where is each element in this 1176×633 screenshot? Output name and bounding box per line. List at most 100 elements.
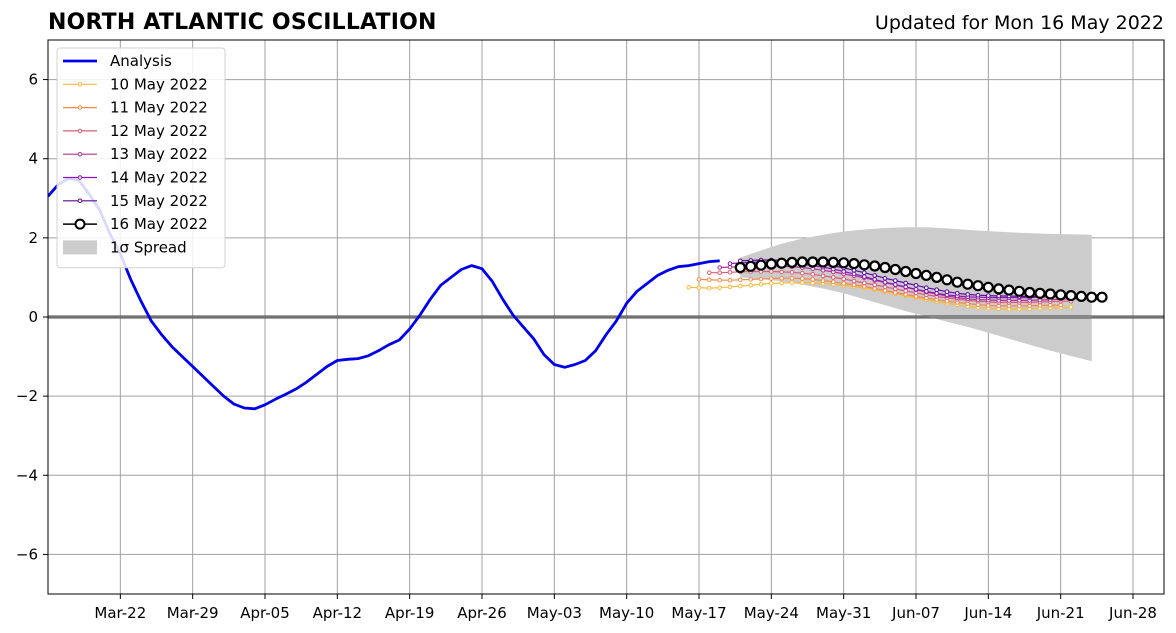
latest-forecast-point — [734, 261, 746, 274]
grid — [48, 40, 1164, 594]
y-tick-label: −6 — [16, 545, 38, 563]
latest-forecast-point — [920, 269, 932, 281]
forecast-point — [820, 273, 826, 279]
forecast-point — [851, 271, 857, 277]
latest-forecast-series — [734, 256, 1108, 303]
x-tick-label: May-24 — [744, 604, 799, 622]
x-tick-label: Jun-07 — [891, 604, 940, 622]
x-tick-label: May-10 — [599, 604, 654, 622]
forecast-point — [800, 276, 805, 281]
legend: Analysis 10 May 2022 11 May 2022 12 May 202… — [56, 47, 226, 269]
forecast-point — [727, 261, 733, 266]
forecast-point — [955, 291, 960, 296]
legend-item: 14 May 2022 — [63, 169, 208, 187]
forecast-point — [872, 273, 878, 278]
latest-forecast-point — [765, 258, 777, 270]
forecast-point — [758, 281, 764, 287]
forecast-point — [975, 292, 981, 298]
latest-forecast-point — [931, 271, 943, 283]
latest-forecast-point — [889, 263, 901, 276]
forecast-point — [882, 288, 888, 293]
y-tick-label: 2 — [28, 229, 38, 247]
latest-forecast-point — [1086, 291, 1098, 303]
legend-label: 14 May 2022 — [110, 169, 208, 187]
legend-marker — [77, 198, 83, 204]
latest-forecast-point — [972, 280, 984, 292]
y-tick-label: 6 — [28, 71, 38, 89]
latest-forecast-point — [796, 256, 808, 268]
forecast-point — [872, 286, 878, 291]
forecast-point — [810, 272, 816, 277]
forecast-point — [862, 274, 867, 279]
forecast-point — [872, 277, 878, 282]
legend-marker — [74, 218, 86, 230]
forecast-point — [841, 276, 847, 282]
legend-label: 10 May 2022 — [110, 75, 208, 93]
x-tick-label: Jun-21 — [1036, 604, 1085, 622]
latest-forecast-point — [910, 267, 922, 280]
latest-forecast-point — [982, 281, 994, 293]
forecast-point — [810, 277, 816, 282]
forecast-point — [913, 283, 919, 288]
legend-item: 13 May 2022 — [63, 145, 208, 163]
latest-forecast-point — [941, 274, 953, 286]
forecast-point — [707, 277, 712, 283]
forecast-point — [903, 288, 909, 294]
latest-forecast-point — [879, 261, 891, 274]
forecast-point — [1058, 302, 1063, 308]
forecast-point — [862, 270, 867, 276]
forecast-point — [882, 284, 888, 290]
x-tick-label: Jun-28 — [1108, 604, 1157, 622]
forecast-point — [851, 278, 857, 284]
legend-marker — [77, 105, 83, 110]
legend-item: Analysis — [63, 52, 172, 70]
forecast-point — [862, 280, 867, 286]
forecast-point — [820, 278, 826, 283]
latest-forecast-point — [993, 283, 1005, 295]
legend-label: Analysis — [110, 52, 172, 70]
latest-forecast-point — [776, 257, 788, 269]
forecast-point — [913, 287, 919, 292]
latest-forecast-point — [1034, 287, 1046, 299]
x-tick-label: Jun-14 — [963, 604, 1012, 622]
forecast-point — [769, 276, 774, 281]
forecast-point — [779, 269, 785, 275]
forecast-point — [717, 285, 723, 291]
forecast-point — [717, 277, 723, 283]
forecast-point — [893, 278, 898, 283]
forecast-point — [1068, 304, 1074, 310]
latest-forecast-point — [1065, 290, 1077, 302]
forecast-point — [893, 286, 898, 292]
latest-forecast-point — [848, 258, 860, 270]
latest-forecast-point — [755, 259, 767, 271]
latest-forecast-point — [962, 278, 974, 290]
forecast-point — [903, 284, 909, 290]
forecast-point — [986, 293, 991, 298]
forecast-point — [758, 276, 764, 282]
x-tick-label: Mar-22 — [94, 604, 146, 622]
forecast-point — [831, 275, 836, 280]
forecast-point — [893, 282, 898, 287]
forecast-point — [717, 265, 723, 270]
legend-item: 15 May 2022 — [63, 192, 208, 210]
forecast-point — [686, 285, 692, 290]
forecast-point — [789, 280, 795, 285]
forecast-point — [779, 280, 785, 286]
forecast-point — [800, 280, 805, 285]
x-tick-label: Apr-05 — [240, 604, 290, 622]
forecast-point — [789, 275, 795, 281]
forecast-point — [810, 280, 816, 286]
latest-forecast-point — [838, 257, 850, 269]
x-tick-label: Apr-19 — [385, 604, 435, 622]
forecast-point — [727, 277, 733, 283]
x-tick-label: Mar-29 — [167, 604, 219, 622]
forecast-point — [831, 279, 836, 285]
forecast-point — [748, 277, 754, 282]
latest-forecast-point — [1024, 286, 1036, 299]
latest-forecast-point — [745, 260, 757, 272]
latest-forecast-point — [1096, 291, 1108, 303]
forecast-point — [841, 269, 847, 274]
forecast-point — [738, 283, 743, 289]
legend-label: 15 May 2022 — [110, 192, 208, 210]
